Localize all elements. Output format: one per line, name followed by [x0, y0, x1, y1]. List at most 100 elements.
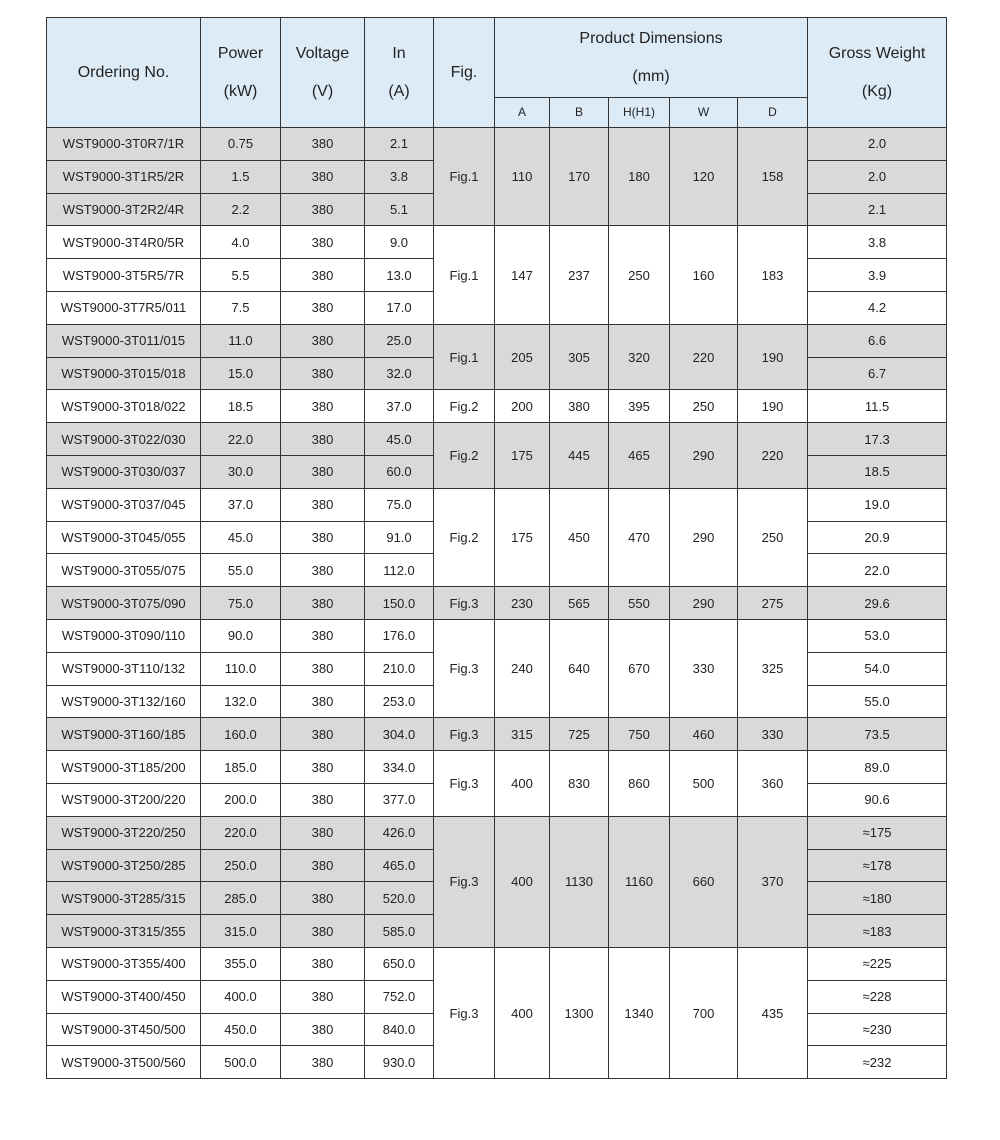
ordering-no: WST9000-3T037/045 — [46, 487, 201, 522]
fig: Fig.3 — [433, 717, 495, 752]
dim-b: 170 — [549, 126, 609, 227]
dim-b: 237 — [549, 225, 609, 325]
power: 220.0 — [200, 815, 281, 850]
dim-d: 158 — [736, 126, 809, 227]
dim-a: 315 — [494, 717, 550, 752]
gross-weight: 89.0 — [807, 750, 948, 784]
current: 13.0 — [364, 258, 434, 292]
power: 0.75 — [200, 127, 281, 161]
dim-w: 330 — [669, 618, 738, 719]
voltage: 380 — [280, 782, 365, 817]
voltage: 380 — [280, 586, 365, 620]
ordering-no: WST9000-3T355/400 — [46, 946, 201, 981]
table-row: WST9000-3T185/200 185.0 380 334.0 Fig.3 400 83… — [46, 750, 948, 817]
dim-h: 470 — [608, 487, 670, 588]
power: 90.0 — [200, 618, 281, 653]
current: 3.8 — [364, 159, 434, 194]
current: 426.0 — [364, 815, 434, 850]
table-row: WST9000-3T400/450 400.0 380 752.0 ≈228 — [46, 979, 948, 1014]
power: 1.5 — [200, 159, 281, 194]
ordering-no: WST9000-3T075/090 — [46, 586, 201, 620]
ordering-no: WST9000-3T018/022 — [46, 389, 201, 424]
current: 17.0 — [364, 290, 434, 325]
current: 752.0 — [364, 979, 434, 1014]
current: 5.1 — [364, 192, 434, 227]
power: 5.5 — [200, 258, 281, 292]
gross-weight: 22.0 — [807, 553, 948, 588]
voltage: 380 — [280, 159, 365, 194]
current: 37.0 — [364, 389, 434, 424]
ordering-no: WST9000-3T022/030 — [46, 422, 201, 456]
power: 200.0 — [200, 782, 281, 817]
current: 2.1 — [364, 127, 434, 161]
table-row: WST9000-3T090/110 90.0 380 176.0 Fig.3 240 640… — [46, 618, 948, 719]
current: 32.0 — [364, 356, 434, 391]
dim-d: 360 — [736, 750, 809, 817]
gross-weight: ≈178 — [807, 848, 948, 883]
dim-w: 500 — [669, 750, 738, 817]
power: 285.0 — [200, 881, 281, 916]
table-row: WST9000-3T2R2/4R 2.2 380 5.1 2.1 — [46, 192, 948, 227]
table-row: WST9000-3T355/400 355.0 380 650.0 Fig.3 400 13… — [46, 946, 948, 1080]
dim-b: 445 — [549, 422, 609, 489]
dim-d: 275 — [736, 586, 809, 620]
table-header: Ordering No. Power (kW) Voltage (V) In (A) … — [46, 17, 948, 128]
gross-weight: 3.9 — [807, 258, 948, 292]
power: 22.0 — [200, 422, 281, 456]
power: 4.0 — [200, 225, 281, 260]
header-dim-a: A — [494, 97, 550, 128]
ordering-no: WST9000-3T2R2/4R — [46, 192, 201, 227]
header-power: Power (kW) — [200, 17, 281, 128]
current: 520.0 — [364, 881, 434, 916]
gross-weight: 2.0 — [807, 127, 948, 161]
gross-weight: ≈230 — [807, 1012, 948, 1047]
ordering-no: WST9000-3T055/075 — [46, 553, 201, 588]
dim-d: 325 — [736, 618, 809, 719]
ordering-no: WST9000-3T160/185 — [46, 717, 201, 752]
table-body: WST9000-3T0R7/1R 0.75 380 2.1 Fig.1 110 170 180… — [46, 126, 948, 1080]
voltage: 380 — [280, 487, 365, 522]
header-gross-weight: Gross Weight (Kg) — [807, 17, 948, 128]
gross-weight: ≈232 — [807, 1045, 948, 1080]
ordering-no: WST9000-3T400/450 — [46, 979, 201, 1014]
power: 18.5 — [200, 389, 281, 424]
dim-w: 250 — [669, 389, 738, 424]
dim-w: 120 — [669, 126, 738, 227]
dim-a: 400 — [494, 750, 550, 817]
dim-h: 1160 — [608, 815, 670, 948]
ordering-no: WST9000-3T030/037 — [46, 454, 201, 489]
table-row: WST9000-3T011/015 11.0 380 25.0 Fig.1 205 305 3… — [46, 323, 948, 391]
gross-weight: ≈175 — [807, 815, 948, 850]
gross-weight: 53.0 — [807, 618, 948, 653]
header-fig: Fig. — [433, 17, 495, 128]
dim-d: 435 — [736, 946, 809, 1080]
voltage: 380 — [280, 750, 365, 784]
header-product-dimensions: Product Dimensions (mm) — [493, 17, 809, 98]
table-row: WST9000-3T018/022 18.5 380 37.0 Fig.2 200 380 3… — [46, 389, 948, 424]
dim-b: 640 — [549, 618, 609, 719]
table-row: WST9000-3T220/250 220.0 380 426.0 Fig.3 400 11… — [46, 815, 948, 948]
table-row: WST9000-3T015/018 15.0 380 32.0 6.7 — [46, 356, 948, 391]
gross-weight: 73.5 — [807, 717, 948, 752]
table-row: WST9000-3T1R5/2R 1.5 380 3.8 2.0 — [46, 159, 948, 194]
dim-d: 370 — [736, 815, 809, 948]
voltage: 380 — [280, 979, 365, 1014]
header-dim-h: H(H1) — [608, 97, 670, 128]
header-dims-unit: (mm) — [632, 67, 670, 85]
current: 210.0 — [364, 651, 434, 686]
dim-w: 290 — [669, 487, 738, 588]
fig: Fig.1 — [433, 225, 495, 325]
dim-h: 180 — [608, 126, 670, 227]
current: 91.0 — [364, 520, 434, 555]
current: 112.0 — [364, 553, 434, 588]
current: 377.0 — [364, 782, 434, 817]
ordering-no: WST9000-3T0R7/1R — [46, 127, 201, 161]
gross-weight: 54.0 — [807, 651, 948, 686]
gross-weight: 2.1 — [807, 192, 948, 227]
voltage: 380 — [280, 1045, 365, 1080]
table-row: WST9000-3T022/030 22.0 380 45.0 Fig.2 175 445 4… — [46, 422, 948, 489]
power: 500.0 — [200, 1045, 281, 1080]
dim-h: 550 — [608, 586, 670, 620]
current: 60.0 — [364, 454, 434, 489]
product-spec-table: Ordering No. Power (kW) Voltage (V) In (A) … — [46, 17, 948, 1080]
